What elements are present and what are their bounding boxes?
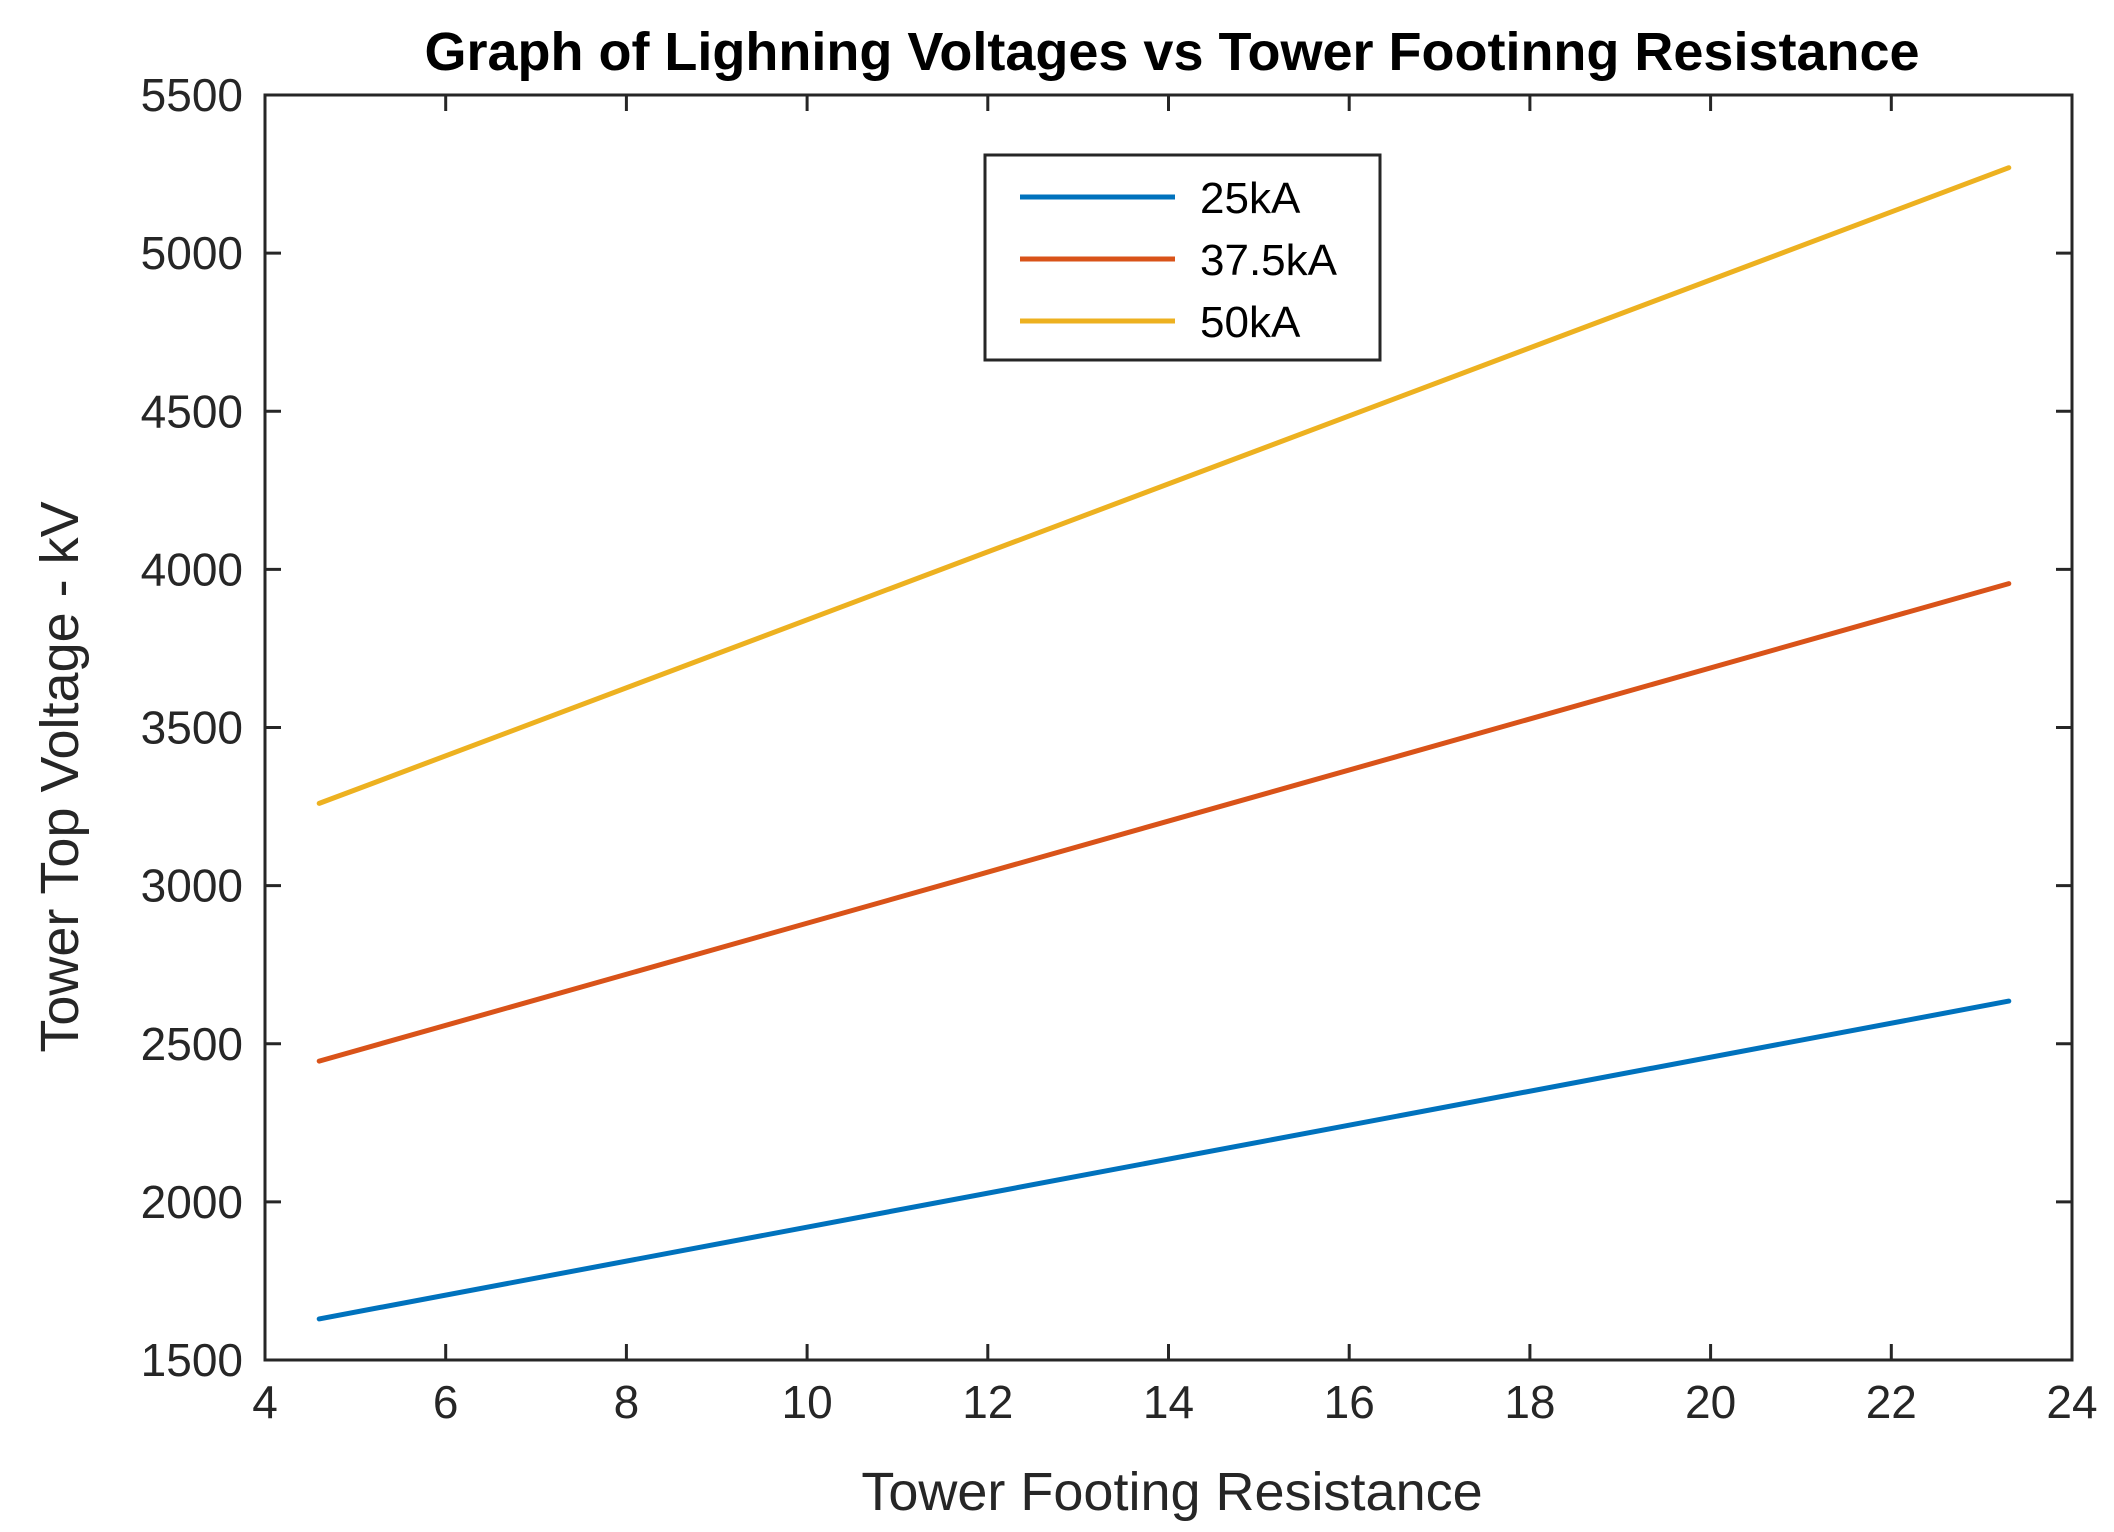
legend-entry-label: 25kA <box>1200 174 1301 223</box>
legend-entry-label: 50kA <box>1200 298 1301 347</box>
chart-title: Graph of Lighning Voltages vs Tower Foot… <box>424 22 1919 82</box>
x-axis-title: Tower Footing Resistance <box>861 1462 1482 1522</box>
x-tick-label: 4 <box>252 1376 278 1428</box>
y-tick-label: 2000 <box>141 1176 243 1228</box>
y-tick-label: 2500 <box>141 1018 243 1070</box>
x-tick-label: 12 <box>962 1376 1013 1428</box>
x-tick-label: 6 <box>433 1376 459 1428</box>
y-tick-label: 4000 <box>141 543 243 595</box>
x-tick-label: 24 <box>2046 1376 2097 1428</box>
y-tick-label: 5000 <box>141 227 243 279</box>
x-tick-label: 8 <box>614 1376 640 1428</box>
x-tick-label: 20 <box>1685 1376 1736 1428</box>
y-tick-label: 1500 <box>141 1334 243 1386</box>
series-line-50ka <box>316 165 2012 806</box>
legend: 25kA 37.5kA 50kA <box>983 153 1382 362</box>
y-tick-label: 3000 <box>141 860 243 912</box>
y-tick-label: 4500 <box>141 385 243 437</box>
series-line-37-5ka <box>316 581 2012 1064</box>
series-layer <box>316 165 2012 1322</box>
x-tick-label: 14 <box>1143 1376 1194 1428</box>
y-axis-title: Tower Top Voltage - kV <box>30 501 90 1052</box>
x-tick-label: 10 <box>782 1376 833 1428</box>
x-tick-label: 16 <box>1324 1376 1375 1428</box>
y-tick-label: 5500 <box>141 69 243 121</box>
series-line-25ka <box>316 998 2012 1322</box>
y-tick-label: 3500 <box>141 702 243 754</box>
x-tick-label: 18 <box>1504 1376 1555 1428</box>
x-tick-label: 22 <box>1866 1376 1917 1428</box>
legend-entry-label: 37.5kA <box>1200 236 1338 285</box>
